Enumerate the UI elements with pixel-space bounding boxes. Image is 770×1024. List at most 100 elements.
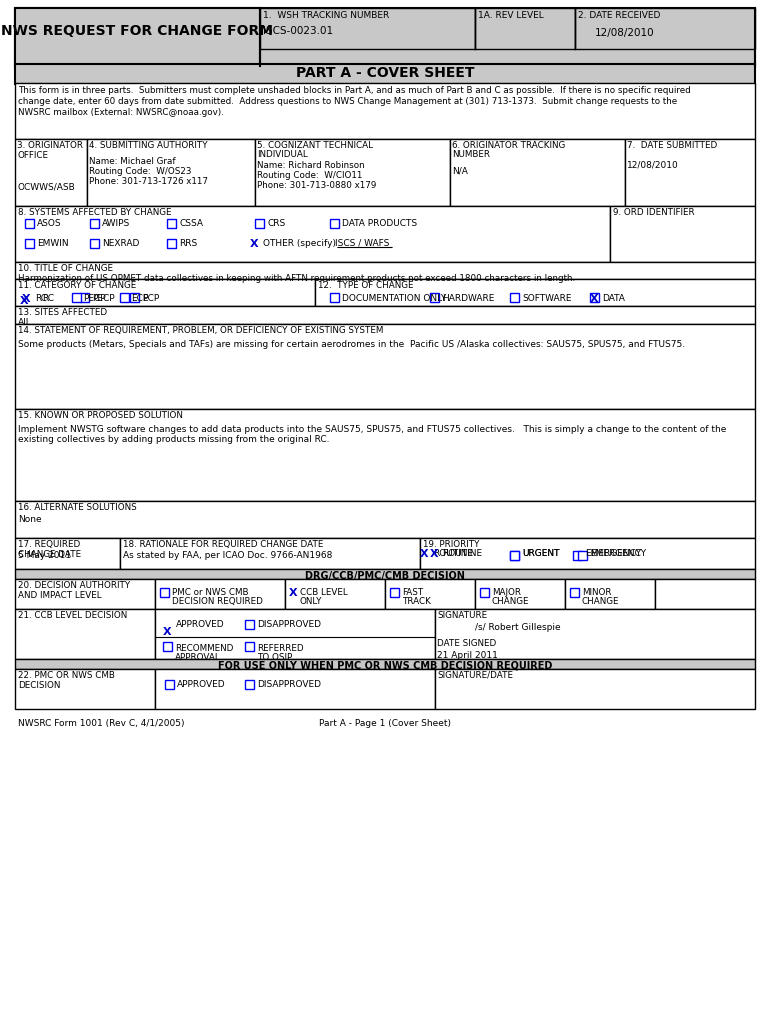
Bar bbox=[475, 8, 575, 49]
Text: ECP: ECP bbox=[131, 294, 149, 303]
Text: ASOS: ASOS bbox=[37, 219, 62, 228]
Bar bbox=[130, 293, 139, 302]
Text: AWIPS: AWIPS bbox=[102, 219, 130, 228]
Text: OTHER (specify): OTHER (specify) bbox=[263, 239, 336, 248]
Bar bbox=[155, 609, 435, 659]
Text: ISCS / WAFS: ISCS / WAFS bbox=[335, 239, 390, 248]
Bar bbox=[15, 538, 120, 569]
Bar bbox=[573, 551, 582, 560]
Text: URGENT: URGENT bbox=[522, 549, 560, 558]
Bar bbox=[510, 293, 519, 302]
Text: SOFTWARE: SOFTWARE bbox=[522, 294, 571, 303]
Text: Implement NWSTG software changes to add data products into the SAUS75, SPUS75, a: Implement NWSTG software changes to add … bbox=[18, 425, 726, 434]
Text: INDIVIDUAL: INDIVIDUAL bbox=[257, 150, 308, 159]
Bar bbox=[15, 324, 755, 409]
Bar bbox=[655, 579, 755, 609]
Bar bbox=[480, 588, 489, 597]
Text: DATA: DATA bbox=[602, 294, 625, 303]
Text: All: All bbox=[18, 318, 29, 327]
Text: Part A - Page 1 (Cover Sheet): Part A - Page 1 (Cover Sheet) bbox=[319, 719, 451, 728]
Bar bbox=[15, 63, 755, 84]
Text: RECOMMEND: RECOMMEND bbox=[175, 644, 233, 653]
Text: URGENT: URGENT bbox=[522, 549, 560, 558]
Text: ROUTINE: ROUTINE bbox=[433, 549, 473, 558]
Text: N/A: N/A bbox=[452, 167, 468, 176]
Bar bbox=[450, 139, 625, 206]
Text: ECP: ECP bbox=[142, 294, 159, 303]
Bar bbox=[255, 139, 450, 206]
Text: X: X bbox=[20, 296, 28, 306]
Text: 11. CATEGORY OF CHANGE: 11. CATEGORY OF CHANGE bbox=[18, 281, 136, 290]
Text: X: X bbox=[590, 294, 598, 304]
Bar bbox=[25, 239, 34, 248]
Text: 8. SYSTEMS AFFECTED BY CHANGE: 8. SYSTEMS AFFECTED BY CHANGE bbox=[18, 208, 172, 217]
Text: EMERGENCY: EMERGENCY bbox=[590, 549, 646, 558]
Text: MAJOR: MAJOR bbox=[492, 588, 521, 597]
Text: 19. PRIORITY: 19. PRIORITY bbox=[423, 540, 480, 549]
Text: As stated by FAA, per ICAO Doc. 9766-AN1968: As stated by FAA, per ICAO Doc. 9766-AN1… bbox=[123, 551, 333, 560]
Text: MINOR: MINOR bbox=[582, 588, 611, 597]
Text: NWSRC mailbox (External: NWSRC@noaa.gov).: NWSRC mailbox (External: NWSRC@noaa.gov)… bbox=[18, 108, 224, 117]
Text: 4. SUBMITTING AUTHORITY: 4. SUBMITTING AUTHORITY bbox=[89, 141, 208, 150]
Text: FAST: FAST bbox=[402, 588, 424, 597]
Text: HARDWARE: HARDWARE bbox=[442, 294, 494, 303]
Bar bbox=[245, 680, 254, 689]
Text: NUMBER: NUMBER bbox=[452, 150, 490, 159]
Bar bbox=[430, 293, 439, 302]
Text: NEXRAD: NEXRAD bbox=[102, 239, 139, 248]
Text: 18. RATIONALE FOR REQUIRED CHANGE DATE: 18. RATIONALE FOR REQUIRED CHANGE DATE bbox=[123, 540, 323, 549]
Bar bbox=[255, 219, 264, 228]
Text: X: X bbox=[250, 239, 259, 249]
Bar bbox=[167, 239, 176, 248]
Bar bbox=[120, 293, 129, 302]
Text: PECP: PECP bbox=[92, 294, 115, 303]
Text: EMWIN: EMWIN bbox=[37, 239, 69, 248]
Text: PART A - COVER SHEET: PART A - COVER SHEET bbox=[296, 66, 474, 80]
Text: DECISION REQUIRED: DECISION REQUIRED bbox=[172, 597, 263, 606]
Text: 5. COGNIZANT TECHNICAL: 5. COGNIZANT TECHNICAL bbox=[257, 141, 373, 150]
Text: Phone: 301-713-0880 x179: Phone: 301-713-0880 x179 bbox=[257, 181, 377, 190]
Text: RC: RC bbox=[42, 294, 54, 303]
Text: RC: RC bbox=[35, 294, 47, 303]
Bar bbox=[15, 8, 260, 66]
Bar bbox=[87, 139, 255, 206]
Bar bbox=[120, 538, 420, 569]
Text: DRG/CCB/PMC/CMB DECISION: DRG/CCB/PMC/CMB DECISION bbox=[305, 571, 465, 581]
Bar bbox=[25, 219, 34, 228]
Bar bbox=[15, 83, 755, 139]
Bar bbox=[15, 569, 755, 579]
Bar bbox=[15, 262, 755, 279]
Text: change date, enter 60 days from date submitted.  Address questions to NWS Change: change date, enter 60 days from date sub… bbox=[18, 97, 677, 106]
Text: ISCS-0023.01: ISCS-0023.01 bbox=[263, 26, 333, 36]
Text: 5 May 2011: 5 May 2011 bbox=[18, 551, 71, 560]
Bar bbox=[15, 579, 155, 609]
Text: 13. SITES AFFECTED: 13. SITES AFFECTED bbox=[18, 308, 107, 317]
Bar bbox=[15, 306, 755, 324]
Bar bbox=[15, 659, 755, 669]
Text: 10. TITLE OF CHANGE: 10. TITLE OF CHANGE bbox=[18, 264, 113, 273]
Text: 22. PMC OR NWS CMB
DECISION: 22. PMC OR NWS CMB DECISION bbox=[18, 671, 115, 690]
Text: Harmonization of US OPMET data collectives in keeping with AFTN requirement prod: Harmonization of US OPMET data collectiv… bbox=[18, 274, 575, 283]
Text: 14. STATEMENT OF REQUIREMENT, PROBLEM, OR DEFICIENCY OF EXISTING SYSTEM: 14. STATEMENT OF REQUIREMENT, PROBLEM, O… bbox=[18, 326, 383, 335]
Bar bbox=[155, 669, 435, 709]
Bar bbox=[575, 8, 755, 49]
Bar bbox=[155, 579, 285, 609]
Bar bbox=[15, 139, 87, 206]
Bar bbox=[15, 501, 755, 538]
Text: 12/08/2010: 12/08/2010 bbox=[627, 161, 678, 170]
Text: Routing Code:  W/OS23: Routing Code: W/OS23 bbox=[89, 167, 192, 176]
Text: 21 April 2011: 21 April 2011 bbox=[437, 651, 498, 660]
Bar bbox=[435, 669, 755, 709]
Bar bbox=[390, 588, 399, 597]
Bar bbox=[565, 579, 655, 609]
Text: CCB LEVEL: CCB LEVEL bbox=[300, 588, 348, 597]
Text: 7.  DATE SUBMITTED: 7. DATE SUBMITTED bbox=[627, 141, 717, 150]
Text: ONLY: ONLY bbox=[300, 597, 323, 606]
Text: /s/ Robert Gillespie: /s/ Robert Gillespie bbox=[475, 623, 561, 632]
Bar bbox=[610, 206, 755, 262]
Text: PECP: PECP bbox=[83, 294, 105, 303]
Bar bbox=[625, 139, 755, 206]
Text: DISAPPROVED: DISAPPROVED bbox=[257, 620, 321, 629]
Text: SIGNATURE: SIGNATURE bbox=[437, 611, 487, 620]
Text: Phone: 301-713-1726 x117: Phone: 301-713-1726 x117 bbox=[89, 177, 208, 186]
